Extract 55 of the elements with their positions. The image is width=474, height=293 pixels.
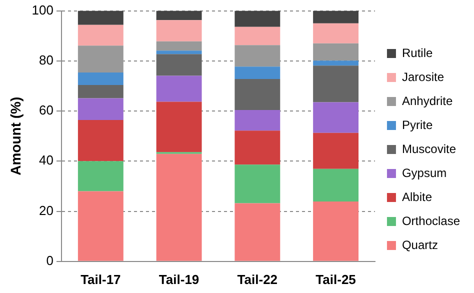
bar	[78, 10, 124, 25]
bar	[234, 26, 280, 46]
x-tick-label: Tail-19	[158, 272, 200, 287]
x-tick-label: Tail-25	[316, 272, 356, 287]
legend-label: Orthoclase	[402, 214, 460, 228]
bar	[156, 41, 202, 51]
bar	[78, 120, 124, 162]
bar	[313, 23, 359, 44]
legend-label: Jarosite	[402, 70, 444, 84]
bar	[234, 45, 280, 67]
bar	[156, 76, 202, 102]
bar	[234, 203, 280, 261]
legend-label: Albite	[402, 190, 432, 204]
legend-label: Muscovite	[402, 142, 456, 156]
bar	[234, 130, 280, 165]
x-tick-label: Tail-22	[237, 272, 278, 287]
bar	[234, 10, 280, 27]
bar	[78, 46, 124, 72]
bar	[156, 154, 202, 261]
bar	[78, 84, 124, 98]
bar	[156, 20, 202, 42]
y-tick-label: 60	[39, 102, 54, 118]
bar	[313, 60, 359, 66]
y-tick-label: 100	[32, 2, 54, 18]
bar	[313, 43, 359, 61]
bar	[313, 132, 359, 169]
legend-label: Quartz	[402, 238, 438, 252]
bar	[156, 102, 202, 152]
y-tick-label: 80	[39, 52, 54, 68]
bar	[234, 164, 280, 204]
x-tick-label: Tail-17	[80, 272, 121, 287]
bar	[156, 10, 202, 20]
bar	[78, 98, 124, 120]
bar	[156, 50, 202, 54]
bar	[234, 78, 280, 110]
legend-label: Gypsum	[402, 166, 447, 180]
y-axis-title: Amount (%)	[7, 96, 24, 176]
bar	[156, 54, 202, 76]
y-tick-label: 40	[39, 152, 54, 168]
y-tick-label: 20	[39, 202, 54, 218]
legend-label: Pyrite	[402, 118, 433, 132]
bar	[78, 24, 124, 46]
bar	[78, 161, 124, 192]
bar	[234, 66, 280, 79]
bar	[313, 66, 359, 102]
bar	[234, 110, 280, 131]
bar	[78, 191, 124, 261]
bar	[313, 10, 359, 24]
bar	[78, 72, 124, 85]
bar	[313, 102, 359, 133]
bar	[313, 168, 359, 202]
y-tick-label: 0	[46, 252, 54, 268]
legend-label: Anhydrite	[402, 94, 453, 108]
legend-label: Rutile	[402, 46, 433, 60]
bar	[313, 202, 359, 261]
